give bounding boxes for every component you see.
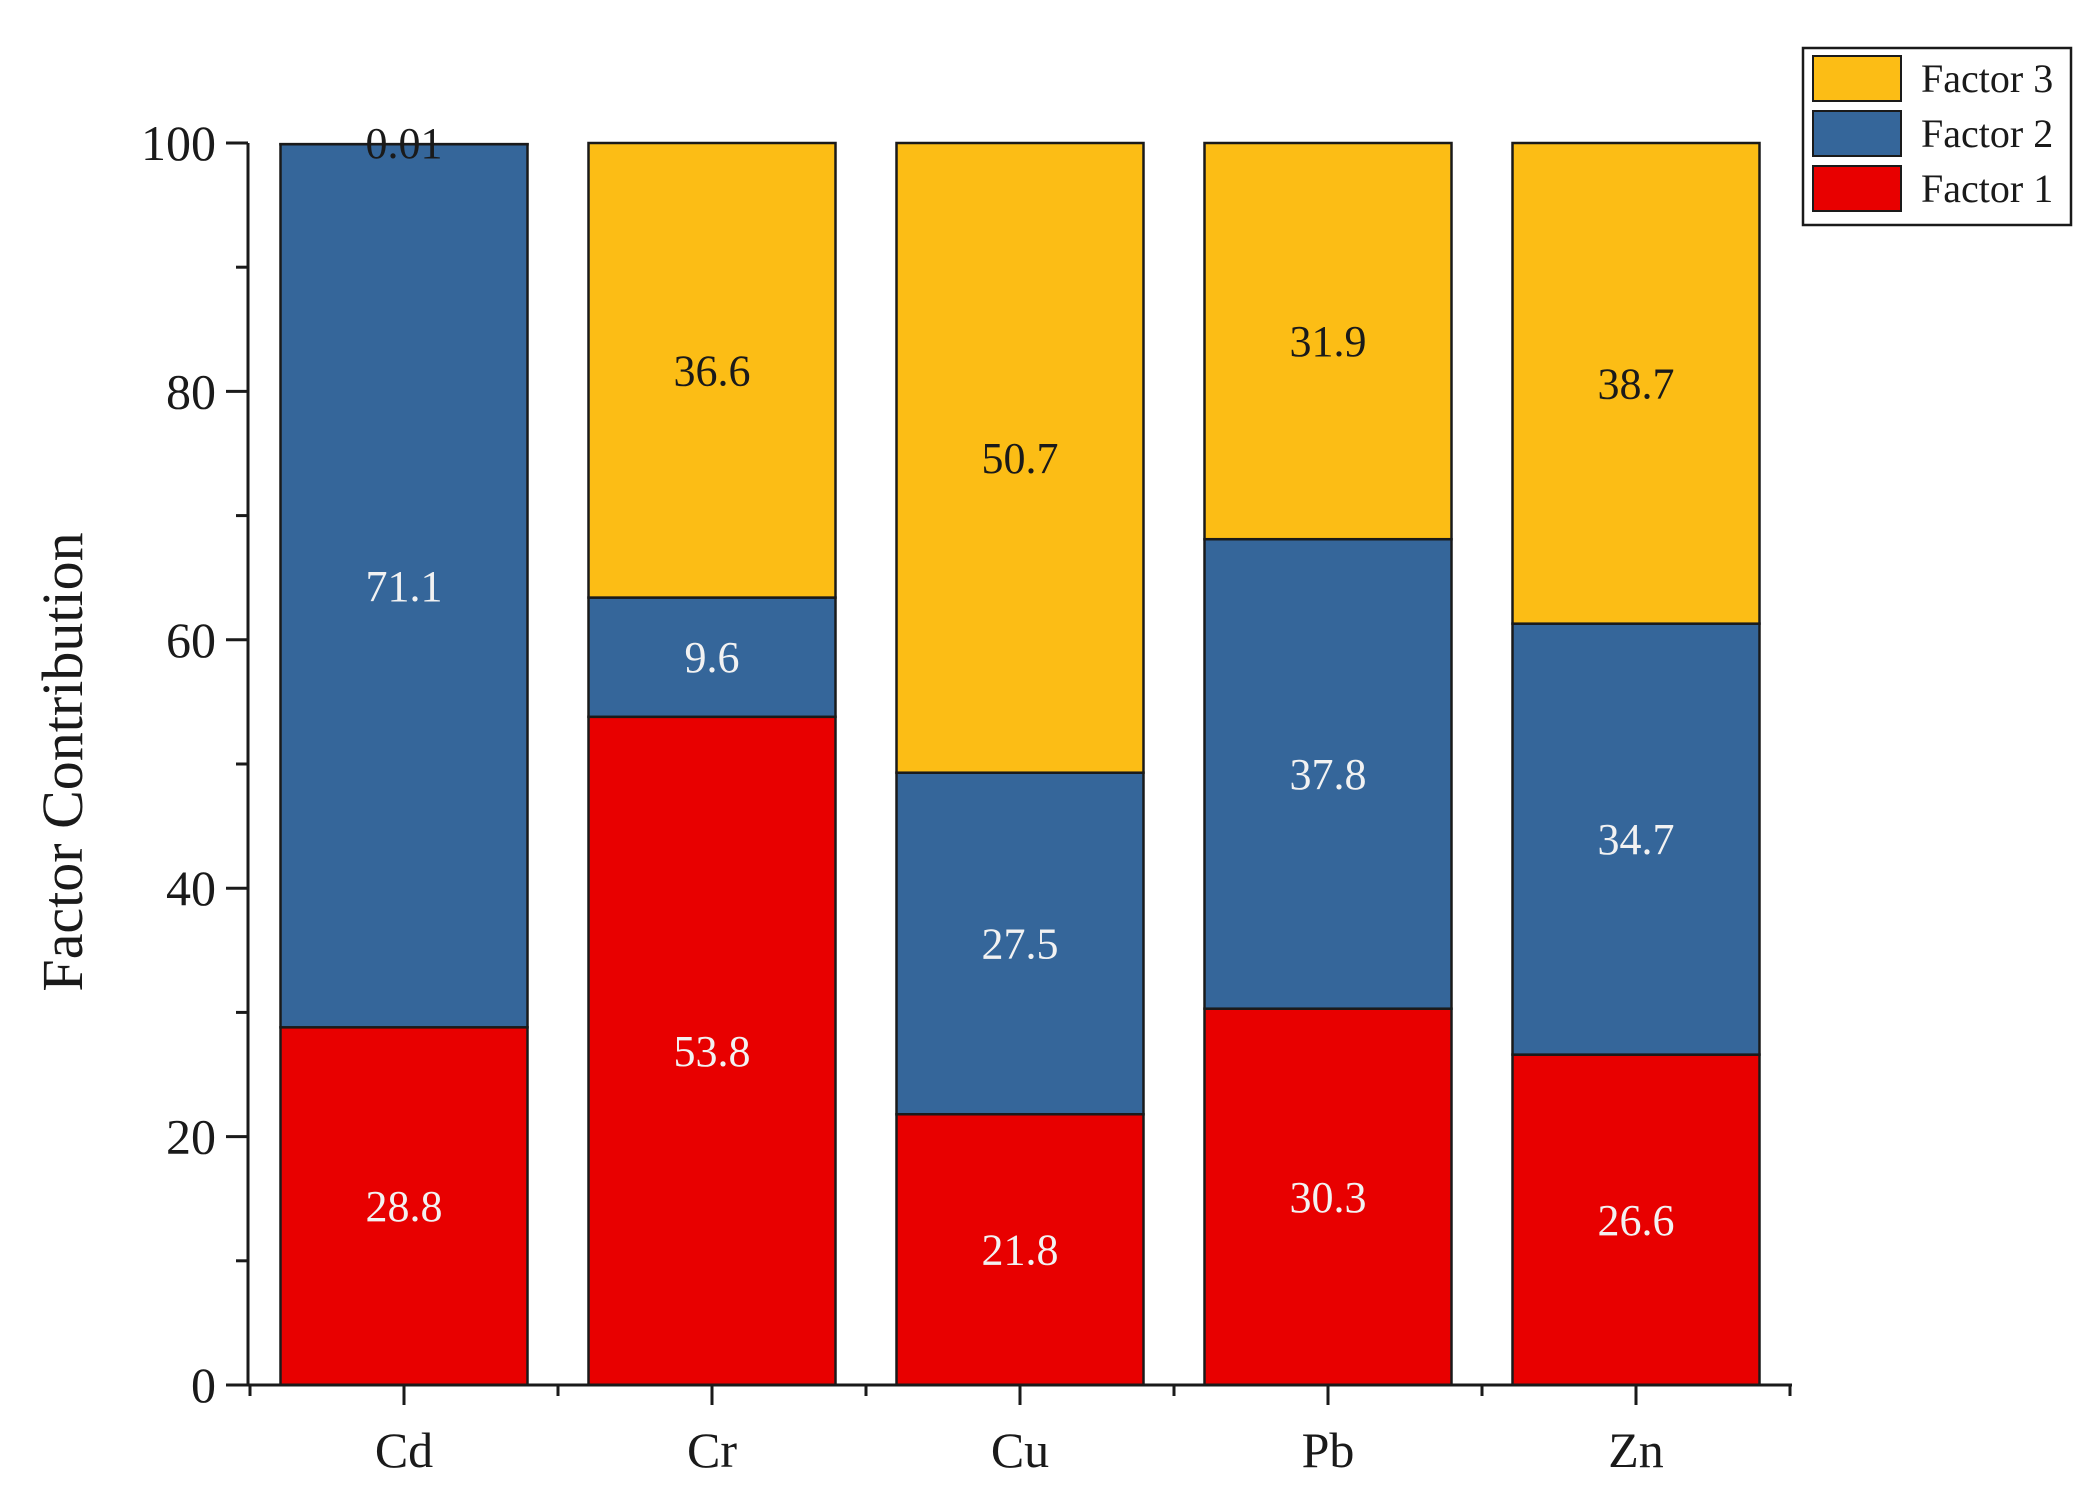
data-label-pb-factor-2: 37.8 xyxy=(1290,750,1367,799)
data-label-cd-factor-2: 71.1 xyxy=(366,562,443,611)
bar-pb-factor-2 xyxy=(1203,537,1453,1010)
bar-cd-factor-1 xyxy=(279,1026,529,1387)
data-label-cu-factor-3: 50.7 xyxy=(982,434,1059,483)
y-tick-label: 60 xyxy=(166,612,216,668)
data-label-cr-factor-1: 53.8 xyxy=(674,1027,751,1076)
bar-cr-factor-1 xyxy=(587,715,837,1387)
y-tick-label: 100 xyxy=(141,115,216,171)
legend-swatch-factor-2 xyxy=(1812,110,1902,157)
axes-layer: 0 20 40 60 80 100 Cd Cr Cu Pb Zn xyxy=(141,115,1792,1478)
bar-cu-factor-2 xyxy=(895,771,1145,1116)
bar-cu-factor-1 xyxy=(895,1112,1145,1387)
legend-swatch-factor-3 xyxy=(1812,55,1902,102)
x-tick-label-cr: Cr xyxy=(687,1422,737,1478)
data-labels-layer: 28.8 71.1 0.01 53.8 9.6 36.6 21.8 27.5 50.7 30.3 3… xyxy=(366,119,1675,1275)
bar-cu-factor-3 xyxy=(895,141,1145,774)
y-tick-label: 0 xyxy=(191,1357,216,1413)
legend-label-factor-1: Factor 1 xyxy=(1921,166,2053,211)
data-label-cd-factor-3: 0.01 xyxy=(366,119,443,168)
x-tick-label-pb: Pb xyxy=(1302,1422,1355,1478)
bar-cr-factor-3 xyxy=(587,141,837,599)
data-label-cr-factor-2: 9.6 xyxy=(685,633,740,682)
legend-label-factor-2: Factor 2 xyxy=(1921,111,2053,156)
bar-cd-factor-2 xyxy=(279,142,529,1029)
data-label-zn-factor-1: 26.6 xyxy=(1598,1196,1675,1245)
y-axis-title: Factor Contribution xyxy=(30,532,95,991)
bar-zn-factor-2 xyxy=(1511,622,1761,1056)
x-tick-label-cd: Cd xyxy=(375,1422,433,1478)
bar-pb-factor-3 xyxy=(1203,141,1453,541)
data-label-pb-factor-1: 30.3 xyxy=(1290,1173,1367,1222)
y-tick-label: 80 xyxy=(166,363,216,419)
data-label-cr-factor-3: 36.6 xyxy=(674,346,751,395)
bar-cr-factor-2 xyxy=(587,596,837,719)
legend-label-factor-3: Factor 3 xyxy=(1921,56,2053,101)
data-label-zn-factor-3: 38.7 xyxy=(1598,359,1675,408)
legend-swatch-factor-1 xyxy=(1812,165,1902,212)
bars-layer xyxy=(279,141,1761,1387)
x-tick-label-cu: Cu xyxy=(991,1422,1049,1478)
y-tick-label: 20 xyxy=(166,1109,216,1165)
data-label-cu-factor-1: 21.8 xyxy=(982,1226,1059,1275)
data-label-zn-factor-2: 34.7 xyxy=(1598,815,1675,864)
data-label-cu-factor-2: 27.5 xyxy=(982,919,1059,968)
y-tick-label: 40 xyxy=(166,860,216,916)
x-tick-label-zn: Zn xyxy=(1608,1422,1664,1478)
bar-pb-factor-1 xyxy=(1203,1007,1453,1387)
bar-zn-factor-1 xyxy=(1511,1053,1761,1387)
data-label-pb-factor-3: 31.9 xyxy=(1290,317,1367,366)
data-label-cd-factor-1: 28.8 xyxy=(366,1182,443,1231)
bar-zn-factor-3 xyxy=(1511,141,1761,625)
legend: Factor 3 Factor 2 Factor 1 xyxy=(1801,46,2073,227)
